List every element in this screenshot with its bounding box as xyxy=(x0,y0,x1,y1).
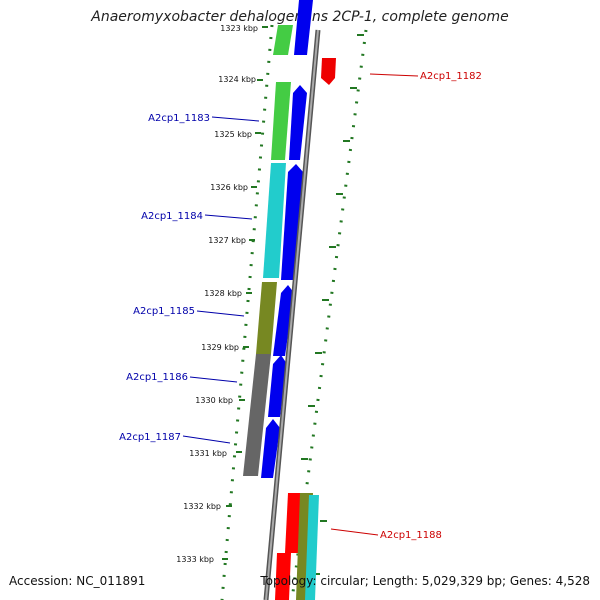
kbp-label-1328: 1328 kbp xyxy=(204,289,242,298)
accession-label: Accession: NC_011891 xyxy=(9,574,146,588)
genome-backbone xyxy=(263,29,321,600)
gene-label-a2cp1-1183[interactable]: A2cp1_1183 xyxy=(148,113,210,124)
kbp-label-1323: 1323 kbp xyxy=(220,24,258,33)
kbp-labels: 1323 kbp 1324 kbp 1325 kbp 1326 kbp 1327… xyxy=(176,24,258,564)
kbp-label-1331: 1331 kbp xyxy=(189,449,227,458)
gene-label-a2cp1-1186[interactable]: A2cp1_1186 xyxy=(126,372,188,383)
kbp-label-1330: 1330 kbp xyxy=(195,396,233,405)
forward-cds-track xyxy=(261,0,313,478)
gene-label-a2cp1-1185[interactable]: A2cp1_1185 xyxy=(133,306,195,317)
reverse-cds-track xyxy=(321,58,336,85)
kbp-label-1326: 1326 kbp xyxy=(210,183,248,192)
gene-label-a2cp1-1187[interactable]: A2cp1_1187 xyxy=(119,432,181,443)
kbp-label-1324: 1324 kbp xyxy=(218,75,256,84)
kbp-label-1332: 1332 kbp xyxy=(183,502,221,511)
gene-labels: A2cp1_1182 A2cp1_1183 A2cp1_1184 A2cp1_1… xyxy=(119,71,482,541)
topology-label: Topology: circular; Length: 5,029,329 bp… xyxy=(260,574,590,588)
kbp-ticks xyxy=(222,26,268,560)
gene-label-a2cp1-1184[interactable]: A2cp1_1184 xyxy=(141,211,203,222)
gene-label-a2cp1-1188[interactable]: A2cp1_1188 xyxy=(380,530,442,541)
kbp-label-1327: 1327 kbp xyxy=(208,236,246,245)
kbp-label-1329: 1329 kbp xyxy=(201,343,239,352)
inner-dotted-ring xyxy=(220,24,274,600)
kbp-label-1325: 1325 kbp xyxy=(214,130,252,139)
cog-band-track xyxy=(243,25,319,600)
kbp-label-1333: 1333 kbp xyxy=(176,555,214,564)
gene-label-a2cp1-1182[interactable]: A2cp1_1182 xyxy=(420,71,482,82)
